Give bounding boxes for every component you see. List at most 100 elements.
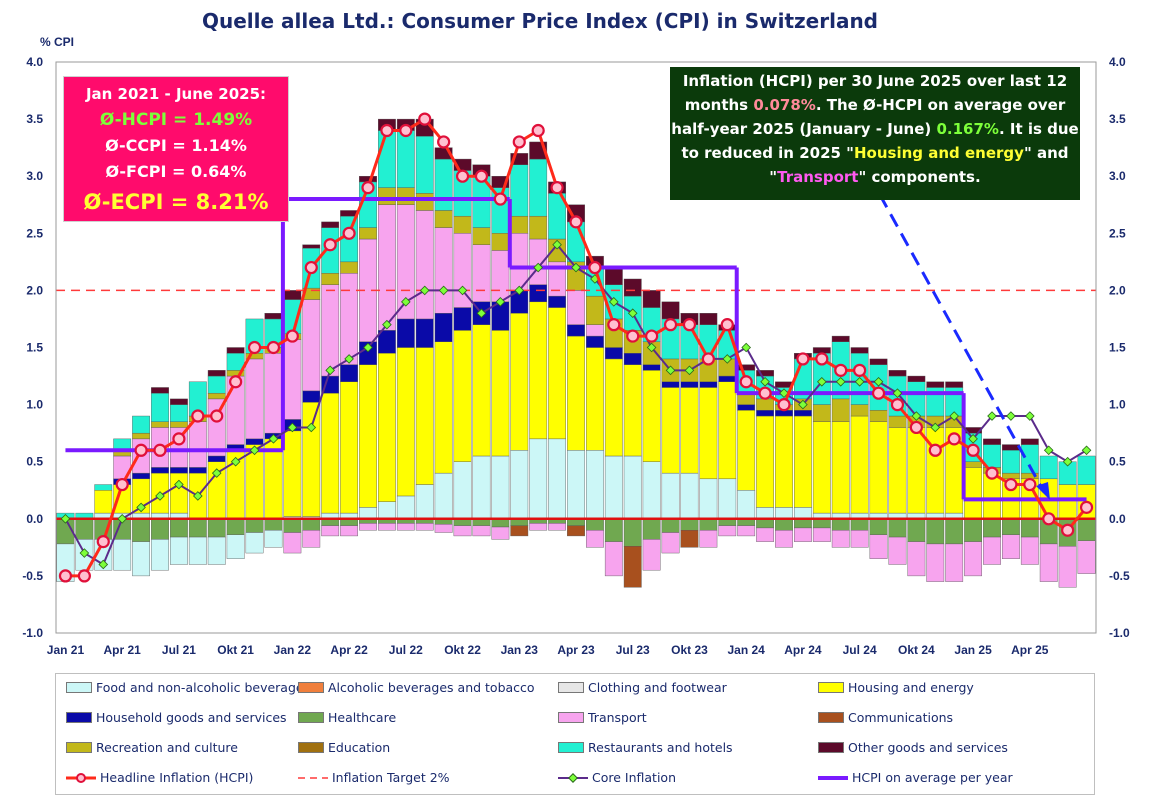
bar-segment-other [945, 381, 964, 388]
core-inflation-point [457, 285, 468, 296]
headline-inflation-point [777, 398, 791, 412]
bar-segment-transport [321, 284, 340, 377]
headline-inflation-point [437, 135, 451, 149]
legend-item-headline: Headline Inflation (HCPI) [66, 770, 253, 785]
bar-segment-housing [472, 324, 491, 457]
y-tick-label-right: 0.0 [1109, 512, 1126, 526]
bar-segment-food [775, 507, 793, 520]
bar-segment-negative [472, 525, 491, 537]
bar-segment-health [170, 518, 188, 538]
bar-segment-recreation [850, 404, 869, 417]
bar-segment-household [756, 410, 774, 417]
bar-segment-recreation [453, 215, 472, 234]
legend-swatch [558, 682, 584, 693]
bar-segment-restaurants [378, 130, 396, 188]
bar-segment-household [680, 381, 699, 388]
bar-segment-other [226, 347, 245, 354]
bar-segment-restaurants [1039, 455, 1058, 480]
bar-segment-recreation [869, 410, 888, 422]
headline-inflation-point [890, 398, 905, 412]
x-tick-label: Apr 25 [1011, 643, 1049, 657]
bar-segment-negative [869, 534, 888, 559]
bar-segment-household [586, 335, 604, 348]
bar-segment-restaurants [170, 404, 188, 422]
core-inflation-point [363, 342, 373, 353]
annotation-text-1: Inflation (HCPI) per 30 June 2025 over l… [682, 72, 1068, 114]
bar-segment-recreation [415, 193, 434, 211]
legend-label: Transport [588, 710, 647, 725]
x-tick-label: Jul 24 [843, 643, 877, 657]
legend-item-avg: HCPI on average per year [818, 770, 1013, 785]
core-inflation-point [1025, 411, 1035, 421]
legend-label: HCPI on average per year [852, 770, 1013, 785]
bar-segment-food [567, 450, 585, 519]
x-tick-label: Okt 24 [898, 643, 935, 657]
legend-label: Recreation and culture [96, 740, 238, 755]
legend-swatch [558, 712, 584, 723]
bar-segment-negative [794, 527, 812, 542]
bar-segment-food [434, 472, 453, 519]
bar-segment-negative [283, 532, 302, 554]
bar-segment-food [604, 455, 623, 519]
legend-label: Restaurants and hotels [588, 740, 733, 755]
bar-segment-housing [926, 427, 945, 514]
bar-segment-other [623, 278, 642, 297]
legend-item-health: Healthcare [298, 710, 396, 725]
headline-inflation-point [1061, 523, 1075, 537]
y-tick-label-left: 1.0 [26, 398, 43, 412]
bar-segment-negative [604, 541, 623, 577]
bar-segment-restaurants [529, 158, 548, 217]
bar-segment-other [869, 358, 888, 365]
bar-segment-recreation [151, 421, 169, 428]
bar-segment-negative [1002, 534, 1020, 559]
bar-segment-negative [1077, 540, 1096, 574]
core-inflation-point [968, 434, 978, 444]
legend-swatch [558, 742, 584, 753]
bar-segment-housing [661, 387, 680, 474]
bar-segment-transport [302, 299, 321, 392]
y-tick-label-right: 0.5 [1109, 455, 1126, 469]
bar-segment-negative [491, 526, 510, 540]
legend-item-clothing: Clothing and footwear [558, 680, 727, 695]
bar-segment-transport [283, 339, 302, 420]
bar-segment-household [794, 410, 812, 417]
bar-segment-restaurants [510, 164, 529, 217]
headline-inflation-point [626, 329, 640, 343]
y-tick-label-right: 2.5 [1109, 226, 1126, 240]
bar-segment-transport [491, 250, 510, 303]
core-inflation-point [646, 342, 657, 353]
bar-segment-housing [699, 387, 718, 480]
bar-segment-food [756, 507, 774, 520]
core-inflation-point [911, 411, 922, 421]
headline-inflation-point [1004, 477, 1018, 492]
core-inflation-point [1062, 456, 1073, 467]
bar-segment-food [491, 455, 510, 519]
bar-segment-other [642, 290, 661, 308]
bar-segment-housing [775, 415, 793, 508]
bar-segment-transport [188, 421, 207, 468]
bar-segment-housing [170, 472, 188, 514]
legend-label: Headline Inflation (HCPI) [100, 770, 254, 785]
x-tick-label: Jul 22 [389, 643, 423, 657]
headline-inflation-point [493, 192, 507, 206]
legend-item-education: Education [298, 740, 390, 755]
bar-segment-negative [567, 525, 585, 537]
headline-inflation-point [342, 226, 356, 240]
y-tick-label-left: 2.0 [26, 283, 43, 297]
bar-segment-health [661, 518, 680, 533]
bar-segment-recreation [434, 210, 453, 228]
bar-segment-other [888, 370, 907, 377]
bar-segment-health [1020, 518, 1039, 538]
bar-segment-negative [623, 546, 642, 588]
bar-segment-restaurants [907, 381, 926, 417]
headline-inflation-point [229, 375, 243, 389]
headline-inflation-point [531, 123, 545, 138]
bar-segment-negative [850, 530, 869, 548]
core-inflation-point [495, 297, 506, 307]
bar-segment-recreation [359, 227, 377, 240]
bar-segment-household [340, 364, 358, 382]
y-tick-label-left: 0.5 [26, 455, 43, 469]
bar-segment-other [151, 387, 169, 394]
bar-segment-negative [510, 525, 529, 537]
bar-segment-housing [529, 301, 548, 440]
